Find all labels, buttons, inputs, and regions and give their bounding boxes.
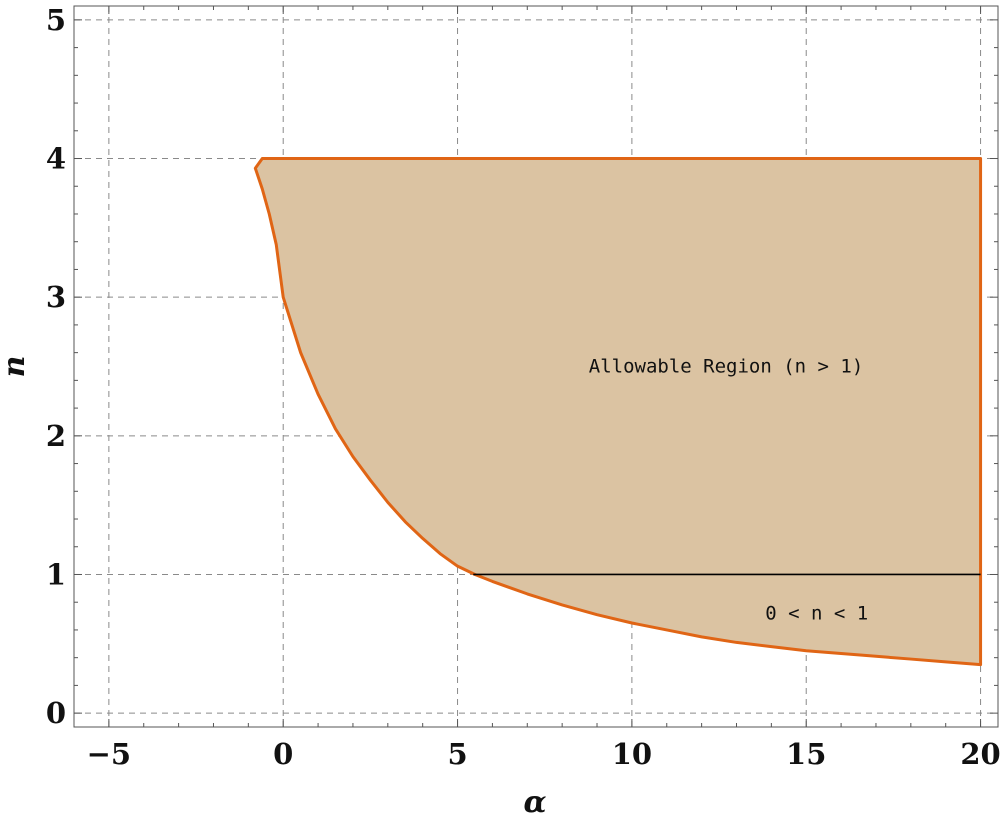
x-axis-title: α [523,785,546,820]
y-tick-label: 2 [46,419,66,453]
allowable-region [253,157,983,667]
y-tick-label: 3 [46,280,66,314]
x-tick-label: 15 [786,737,826,771]
annotations: Allowable Region (n > 1) 0 < n < 1 [589,356,868,625]
tick-labels: −5 0 5 10 15 20 0 1 2 3 4 5 [46,3,1000,771]
x-tick-label: 10 [612,737,652,771]
region-annotation: Allowable Region (n > 1) [589,356,864,378]
x-tick-label: 5 [447,737,467,771]
y-tick-label: 0 [46,696,66,730]
x-tick-label: −5 [87,737,131,771]
plot-frame [73,5,999,728]
region-annotation: 0 < n < 1 [765,602,868,624]
axis-ticks [73,6,998,727]
x-tick-label: 20 [960,737,1000,771]
x-tick-label: 0 [273,737,293,771]
y-tick-label: 1 [46,557,66,591]
y-tick-label: 5 [46,3,66,37]
allowable-region-area [253,157,983,667]
y-axis-title: n [0,356,32,378]
y-tick-label: 4 [46,142,66,176]
frame-rect [73,5,999,728]
